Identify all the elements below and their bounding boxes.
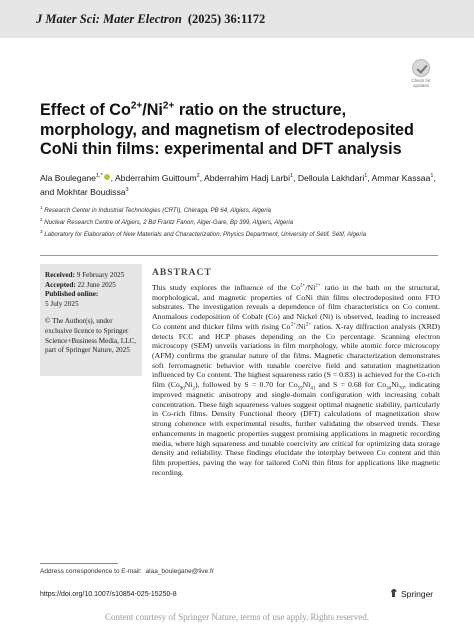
footnote-divider [40,563,118,564]
article-title: Effect of Co2+/Ni2+ ratio on the structu… [40,100,414,158]
affiliation-item: 2 Nuclear Research Centre of Algiers, 2 … [40,217,294,227]
affiliation-item: 3 Laboratory for Elaboration of New Mate… [40,229,367,239]
abstract-heading: ABSTRACT [152,268,212,278]
journal-title: J Mater Sci: Mater Electron (2025) 36:117… [36,12,266,26]
author-name[interactable]: Ala Boulegane [40,172,96,183]
article-dates: Received: 9 February 2025 Accepted: 22 J… [45,271,125,308]
publisher-logo[interactable]: Springer [390,588,433,599]
author-name[interactable]: Ammar Kassaa [371,172,431,183]
check-for-updates-icon [412,59,430,77]
check-for-updates-label: Check for updates [411,78,431,88]
author-list: Ala Boulegane1,*, Abderrahim Guittoum2, … [40,172,436,197]
courtesy-notice: Content courtesy of Springer Nature, ter… [104,612,370,622]
affiliation-item: 1 Research Center in Industrial Technolo… [40,205,272,215]
author-name[interactable]: Delloula Lakhdari [297,172,365,183]
author-name[interactable]: Abderrahim Hadj Larbi [204,172,290,183]
divider [40,255,438,256]
doi-link[interactable]: https://doi.org/10.1007/s10854-025-15250… [40,591,177,598]
publisher-name: Springer [401,589,434,599]
journal-header: J Mater Sci: Mater Electron (2025) 36:117… [0,0,474,38]
springer-horse-icon [391,589,397,597]
article-history-box: Received: 9 February 2025 Accepted: 22 J… [40,264,142,376]
correspondence-footnote: Address correspondence to E-mail: alaa_bo… [40,568,214,575]
author-name[interactable]: Abderrahim Guittoum [114,172,197,183]
correspondence-email[interactable]: alaa_boulegane@live.fr [145,568,214,575]
abstract-body: This study explores the influence of the… [152,283,440,477]
journal-volume: (2025) 36:1172 [187,12,266,26]
affiliations: 1 Research Center in Industrial Technolo… [40,203,450,239]
author-name[interactable]: Mokhtar Boudissa [56,186,126,197]
check-for-updates-badge[interactable]: Check for updates [406,59,436,89]
orcid-icon[interactable] [103,173,110,180]
copyright-notice: © The Author(s), under exclusive licence… [45,317,137,355]
